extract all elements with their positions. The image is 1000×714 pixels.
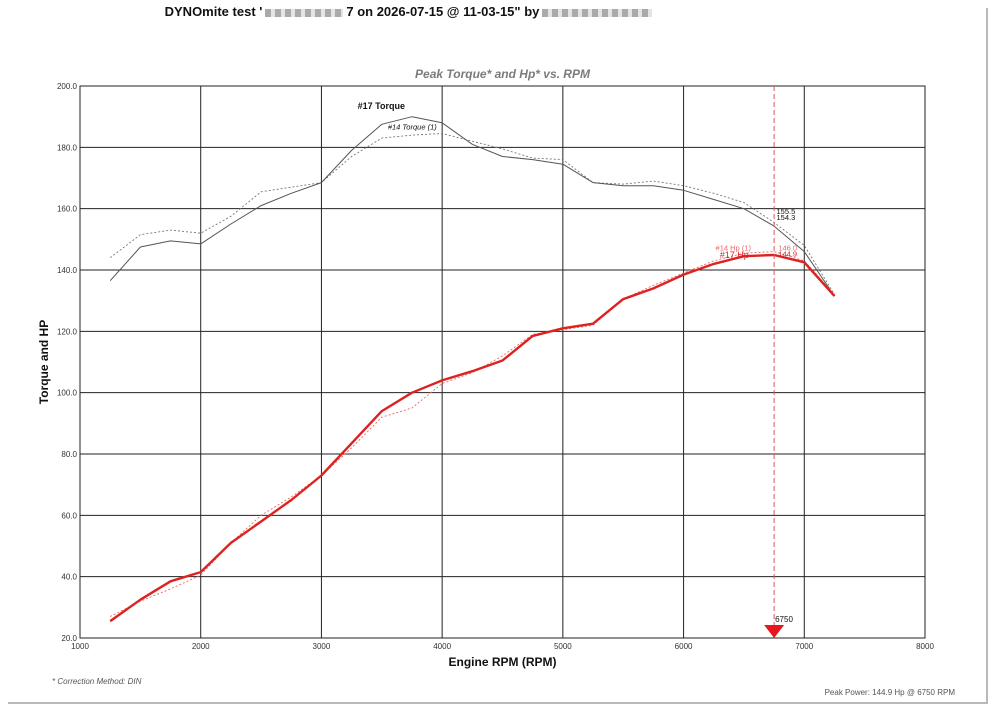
x-tick-label: 7000 xyxy=(795,642,813,651)
redacted-operator-name xyxy=(542,8,653,17)
value-17-torque: 154.3 xyxy=(777,213,796,222)
value-17-hp: 144.9 xyxy=(778,250,797,259)
y-tick-label: 20.0 xyxy=(61,634,77,643)
y-tick-label: 80.0 xyxy=(61,450,77,459)
y-tick-label: 160.0 xyxy=(57,205,78,214)
report-title-suffix: 7 on 2026-07-15 @ 11-03-15" by xyxy=(346,4,540,19)
label-14-torque: #14 Torque (1) xyxy=(388,123,437,132)
correction-footnote: * Correction Method: DIN xyxy=(52,677,142,686)
series-line--17-torque xyxy=(109,116,835,297)
x-tick-label: 8000 xyxy=(916,642,934,651)
y-tick-label: 140.0 xyxy=(57,266,78,275)
value-14-hp: 146.0 xyxy=(778,244,797,253)
label-17-torque: #17 Torque xyxy=(358,101,405,111)
y-tick-label: 200.0 xyxy=(57,82,78,91)
rpm-marker-label: 6750 xyxy=(775,615,793,624)
x-tick-label: 4000 xyxy=(433,642,451,651)
grid-layer xyxy=(79,85,926,639)
y-tick-label: 120.0 xyxy=(57,327,78,336)
y-tick-label: 180.0 xyxy=(57,143,78,152)
label-17-hp: #17 Hp xyxy=(720,250,749,260)
x-tick-label: 2000 xyxy=(192,642,210,651)
report-title: DYNOmite test ' 7 on 2026-07-15 @ 11-03-1… xyxy=(0,4,820,19)
y-tick-label: 40.0 xyxy=(61,573,77,582)
x-tick-label: 6000 xyxy=(675,642,693,651)
rpm-marker-triangle xyxy=(764,625,785,638)
y-tick-label: 60.0 xyxy=(61,511,77,520)
series-line--17-hp xyxy=(109,253,836,623)
plot-area xyxy=(79,85,926,639)
peak-power-note: Peak Power: 144.9 Hp @ 6750 RPM xyxy=(824,688,955,697)
window-frame xyxy=(8,8,988,704)
x-tick-label: 3000 xyxy=(313,642,331,651)
series-lines xyxy=(109,116,836,623)
report-title-prefix: DYNOmite test ' xyxy=(164,4,263,19)
value-14-torque: 155.5 xyxy=(777,207,796,216)
x-axis-title: Engine RPM (RPM) xyxy=(448,655,557,669)
redacted-run-name xyxy=(265,8,344,17)
x-tick-label: 1000 xyxy=(71,642,89,651)
tick-labels: 1000 2000 3000 4000 5000 6000 7000 8000 20.0 40.0… xyxy=(57,82,934,651)
label-14-hp: #14 Hp (1) xyxy=(716,244,752,253)
y-tick-label: 100.0 xyxy=(57,389,78,398)
chart-title: Peak Torque* and Hp* vs. RPM xyxy=(415,67,590,81)
x-tick-label: 5000 xyxy=(554,642,572,651)
series-line--14-torque-1- xyxy=(109,133,835,295)
